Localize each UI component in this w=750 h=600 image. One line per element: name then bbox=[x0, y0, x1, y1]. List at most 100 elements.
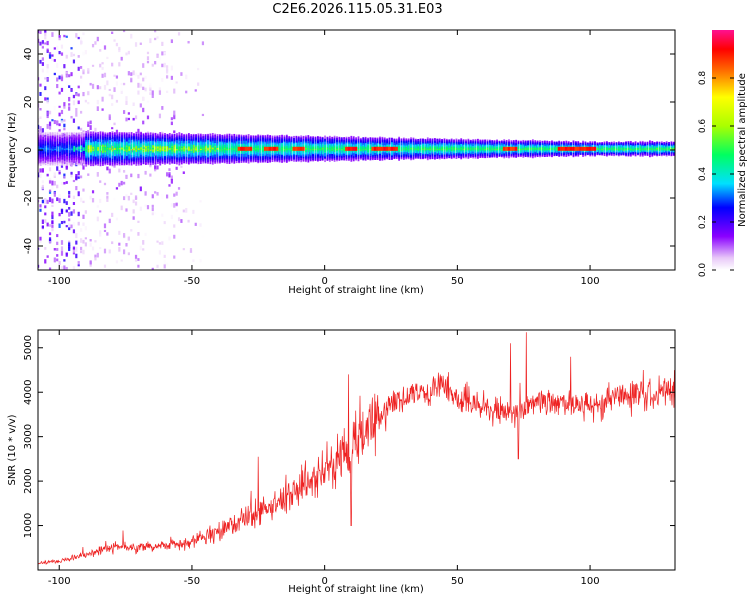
heatmap-cell bbox=[142, 120, 145, 125]
heatmap-cell bbox=[299, 146, 303, 151]
heatmap-cell bbox=[347, 146, 351, 151]
heatmap-cell bbox=[392, 146, 396, 151]
colorbar-label: Normalized spectral amplitude bbox=[737, 73, 748, 227]
heatmap-cell bbox=[263, 146, 267, 151]
heatmap-cell bbox=[91, 43, 95, 48]
heatmap-cell bbox=[137, 149, 140, 151]
heatmap-cell bbox=[312, 147, 315, 151]
heatmap-x-tick-label: 100 bbox=[581, 276, 600, 287]
heatmap-cell bbox=[84, 226, 87, 231]
heatmap-cell bbox=[139, 83, 142, 88]
heatmap-cell bbox=[165, 69, 169, 74]
heatmap-cell bbox=[68, 148, 71, 150]
heatmap-cell bbox=[96, 99, 99, 105]
heatmap-cell bbox=[278, 147, 281, 150]
heatmap-cell bbox=[144, 232, 147, 236]
heatmap-cell bbox=[94, 254, 97, 259]
heatmap-cell bbox=[125, 100, 128, 105]
heatmap-cell bbox=[405, 148, 408, 150]
heatmap-cell bbox=[422, 147, 424, 151]
heatmap-cell bbox=[219, 147, 221, 151]
heatmap-cell bbox=[653, 149, 656, 151]
heatmap-cell bbox=[113, 197, 116, 201]
heatmap-cell bbox=[173, 203, 176, 208]
heatmap-cell bbox=[108, 114, 111, 118]
heatmap-cell bbox=[574, 146, 577, 151]
heatmap-cell bbox=[90, 146, 92, 151]
heatmap-cell bbox=[91, 83, 95, 89]
heatmap-cell bbox=[125, 52, 128, 56]
snr-x-tick-label: -100 bbox=[48, 576, 71, 587]
heatmap-cell bbox=[122, 170, 126, 173]
heatmap-cell bbox=[77, 85, 80, 89]
heatmap-cell bbox=[297, 146, 300, 151]
heatmap-cell bbox=[41, 226, 44, 229]
heatmap-cell bbox=[546, 148, 549, 150]
heatmap-cell bbox=[333, 147, 336, 150]
heatmap-cell bbox=[44, 77, 47, 80]
heatmap-cell bbox=[84, 237, 87, 240]
heatmap-cell bbox=[39, 148, 42, 150]
heatmap-cell bbox=[159, 148, 162, 150]
heatmap-cell bbox=[146, 131, 150, 134]
heatmap-cell bbox=[154, 30, 157, 33]
heatmap-cell bbox=[82, 214, 85, 219]
heatmap-cell bbox=[154, 37, 157, 41]
heatmap-cell bbox=[75, 233, 78, 239]
heatmap-cell bbox=[625, 149, 627, 151]
heatmap-cell bbox=[115, 81, 119, 86]
heatmap-cell bbox=[41, 168, 44, 173]
heatmap-cell bbox=[307, 148, 310, 150]
heatmap-cell bbox=[41, 184, 44, 190]
heatmap-cell bbox=[58, 91, 61, 95]
heatmap-cell bbox=[122, 249, 126, 255]
heatmap-cell bbox=[96, 252, 99, 258]
heatmap-cell bbox=[257, 148, 260, 150]
heatmap-cell bbox=[113, 74, 116, 77]
heatmap-cell bbox=[38, 77, 40, 81]
heatmap-cell bbox=[44, 42, 47, 45]
heatmap-cell bbox=[144, 170, 147, 175]
heatmap-cell bbox=[529, 148, 532, 150]
heatmap-cell bbox=[496, 146, 498, 151]
heatmap-cell bbox=[125, 208, 128, 212]
heatmap-cell bbox=[163, 62, 166, 68]
heatmap-cell bbox=[151, 267, 154, 270]
heatmap-cell bbox=[455, 148, 458, 150]
heatmap-cell bbox=[82, 147, 85, 151]
heatmap-cell bbox=[139, 206, 142, 211]
heatmap-cell bbox=[139, 103, 142, 108]
heatmap-cell bbox=[68, 190, 71, 195]
heatmap-cell bbox=[77, 126, 80, 130]
heatmap-cell bbox=[316, 148, 319, 150]
heatmap-cell bbox=[431, 148, 434, 150]
heatmap-cell bbox=[84, 245, 87, 251]
heatmap-cell bbox=[173, 255, 176, 259]
heatmap-cell bbox=[608, 149, 611, 151]
heatmap-cell bbox=[79, 80, 83, 85]
heatmap-cell bbox=[115, 187, 119, 190]
heatmap-cell bbox=[77, 36, 80, 40]
heatmap-cell bbox=[120, 86, 123, 91]
heatmap-cell bbox=[467, 148, 470, 150]
heatmap-cell bbox=[72, 118, 76, 123]
heatmap-cell bbox=[192, 259, 195, 263]
heatmap-cell bbox=[192, 209, 195, 214]
heatmap-cell bbox=[204, 148, 207, 150]
heatmap-cell bbox=[68, 206, 71, 210]
heatmap-cell bbox=[70, 171, 73, 175]
heatmap-cell bbox=[68, 212, 71, 217]
heatmap-cell bbox=[72, 179, 76, 183]
heatmap-cell bbox=[268, 146, 272, 151]
heatmap-cell bbox=[130, 147, 133, 151]
heatmap-cell bbox=[44, 32, 47, 36]
heatmap-cell bbox=[38, 247, 40, 250]
heatmap-cell bbox=[154, 60, 157, 65]
heatmap-cell bbox=[441, 147, 443, 151]
heatmap-cell bbox=[41, 219, 44, 224]
heatmap-cell bbox=[82, 165, 85, 170]
heatmap-cell bbox=[125, 117, 128, 122]
heatmap-cell bbox=[491, 148, 494, 150]
heatmap-cell bbox=[400, 148, 403, 150]
heatmap-cell bbox=[290, 148, 293, 150]
